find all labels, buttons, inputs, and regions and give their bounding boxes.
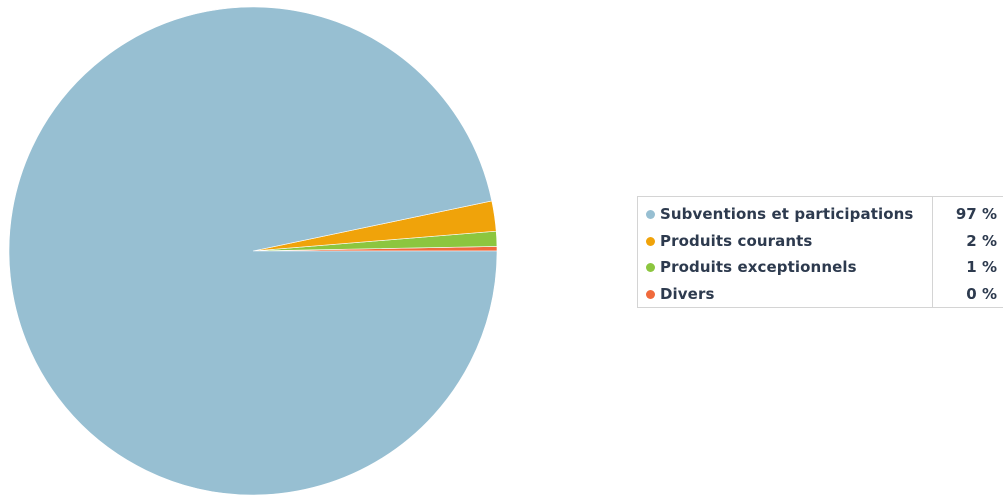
legend-dot-subventions	[646, 210, 655, 219]
legend: Subventions et participations 97 % Produ…	[637, 196, 1003, 308]
legend-value-produits-exceptionnels: 1 %	[966, 258, 997, 276]
legend-value-produits-courants: 2 %	[966, 231, 997, 250]
legend-dot-produits-exceptionnels	[646, 263, 655, 272]
legend-row-subventions: Subventions et participations 97 %	[638, 201, 1003, 228]
legend-row-divers: Divers 0 %	[638, 281, 1003, 308]
legend-row-produits-exceptionnels: Produits exceptionnels 1 %	[638, 254, 1003, 281]
legend-dot-produits-courants	[646, 236, 655, 246]
legend-label-produits-courants: Produits courants	[660, 231, 813, 250]
legend-value-subventions: 97 %	[955, 205, 997, 223]
legend-value-divers: 0 %	[966, 284, 997, 303]
legend-label-subventions: Subventions et participations	[660, 205, 914, 223]
pie-slice-subventions	[8, 6, 498, 496]
legend-label-produits-exceptionnels: Produits exceptionnels	[660, 258, 857, 276]
legend-label-divers: Divers	[660, 284, 715, 303]
pie-chart	[8, 6, 498, 496]
legend-dot-divers	[646, 289, 655, 299]
legend-row-produits-courants: Produits courants 2 %	[638, 228, 1003, 255]
legend-divider	[932, 197, 933, 307]
